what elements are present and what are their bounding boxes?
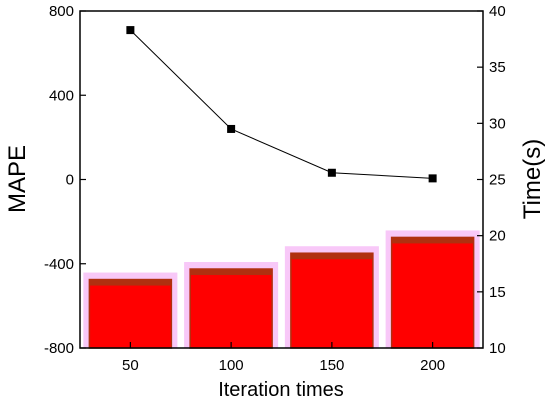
- bar: [290, 252, 374, 349]
- bar-top-band: [290, 253, 373, 260]
- line-point: [227, 124, 236, 133]
- right-axis: 10 15 20 25 30 35 40: [477, 3, 506, 357]
- line-series: [130, 29, 433, 179]
- bar: [88, 278, 173, 349]
- right-tick-label: 30: [489, 115, 506, 132]
- left-axis: -800 -400 0 400 800: [44, 3, 86, 357]
- x-tick-label: 50: [122, 357, 139, 374]
- right-tick-label: 40: [489, 3, 506, 20]
- line-layer: [126, 26, 437, 183]
- bar: [189, 268, 273, 349]
- bar-top-band: [190, 269, 273, 276]
- bar: [390, 236, 475, 349]
- x-tick-label: 200: [420, 357, 445, 374]
- left-axis-title: MAPE: [4, 145, 31, 213]
- right-tick-label: 20: [489, 228, 506, 245]
- line-point: [327, 168, 336, 177]
- right-tick-label: 35: [489, 59, 506, 76]
- right-axis-title: Time(s): [519, 139, 546, 219]
- left-tick-label: 400: [49, 87, 74, 104]
- bars-layer: [83, 230, 480, 349]
- bar-top-band: [391, 237, 474, 244]
- right-tick-label: 15: [489, 284, 506, 301]
- x-axis: 50 100 150 200: [122, 342, 445, 374]
- bar-top-band: [89, 279, 172, 286]
- left-tick-label: 800: [49, 3, 74, 20]
- line-point: [428, 174, 437, 183]
- line-point: [126, 26, 135, 35]
- left-tick-label: -800: [44, 340, 74, 357]
- x-tick-label: 150: [319, 357, 344, 374]
- x-axis-title: Iteration times: [218, 379, 344, 401]
- left-tick-label: 0: [66, 172, 74, 189]
- left-tick-label: -400: [44, 256, 74, 273]
- x-tick-label: 100: [219, 357, 244, 374]
- right-tick-label: 25: [489, 172, 506, 189]
- right-tick-label: 10: [489, 340, 506, 357]
